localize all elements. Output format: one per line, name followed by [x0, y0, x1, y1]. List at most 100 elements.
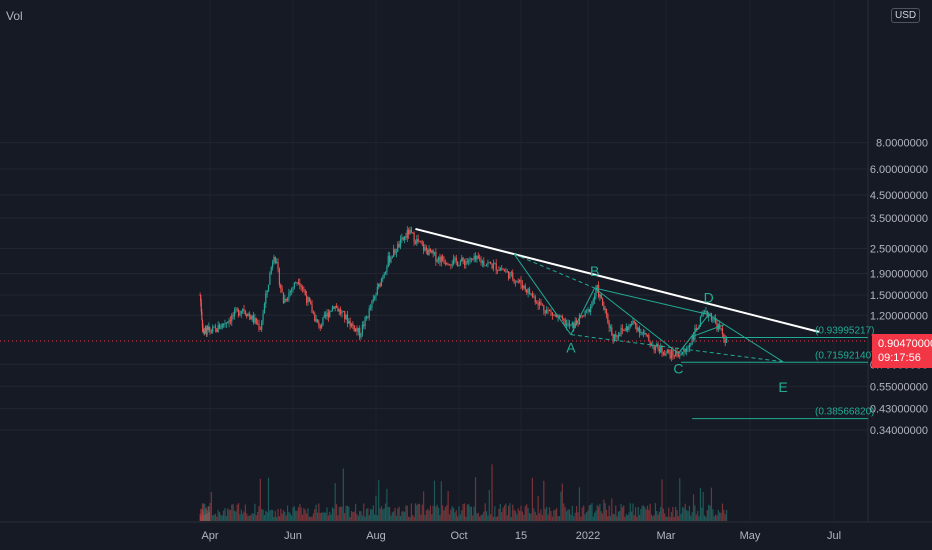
volume-bar: [645, 509, 647, 521]
candle-body: [338, 309, 340, 312]
candle-body: [435, 252, 437, 262]
volume-bar: [465, 516, 467, 521]
candle-body: [473, 256, 475, 260]
volume-bar: [502, 507, 504, 521]
candle-body: [588, 308, 590, 313]
volume-bar: [608, 505, 610, 521]
volume-bar: [259, 478, 261, 521]
wave-label-d: D: [704, 290, 714, 306]
candle-body: [512, 272, 514, 279]
volume-bar: [255, 515, 257, 521]
volume-bar: [345, 505, 347, 521]
volume-bar: [206, 510, 208, 521]
candle-body: [646, 334, 649, 336]
candle-body: [477, 256, 479, 259]
candle-body: [344, 311, 346, 320]
volume-bar: [637, 507, 639, 521]
candle-body: [664, 354, 666, 356]
volume-bar: [488, 489, 490, 521]
volume-bar: [494, 506, 496, 521]
wave-line-b-c: [594, 287, 679, 354]
candle-body: [531, 293, 534, 297]
candle-body: [452, 258, 455, 265]
candle-body: [703, 311, 706, 313]
y-tick-label: 2.50000000: [870, 244, 928, 256]
candle-body: [398, 244, 400, 248]
volume-bar: [687, 511, 689, 521]
volume-bar: [624, 516, 626, 521]
volume-bar: [477, 512, 479, 521]
candle-body: [315, 319, 317, 322]
currency-badge[interactable]: USD: [891, 8, 921, 23]
candle-body: [680, 353, 682, 356]
candle-body: [240, 310, 242, 314]
volume-bar: [709, 505, 711, 521]
candle-body: [621, 328, 623, 330]
volume-bar: [640, 509, 642, 521]
candle-body: [584, 310, 586, 316]
volume-bar: [470, 506, 472, 521]
volume-bar: [205, 513, 207, 521]
candle-body: [670, 350, 673, 359]
volume-bar: [311, 516, 313, 521]
volume-bar: [553, 510, 555, 521]
volume-bar: [599, 503, 601, 521]
candle-body: [303, 288, 305, 291]
candle-body: [708, 315, 710, 318]
candle-body: [252, 315, 255, 323]
candle-body: [714, 318, 717, 322]
candle-body: [568, 323, 571, 327]
volume-bar: [613, 514, 616, 521]
candle-body: [258, 323, 260, 330]
volume-bar: [526, 504, 528, 521]
candle-body: [619, 335, 621, 337]
candle-body: [447, 264, 449, 266]
candle-body: [521, 284, 524, 289]
volume-bar: [212, 515, 214, 521]
candle-body: [361, 324, 363, 334]
candle-body: [686, 348, 688, 352]
candle-body: [348, 321, 350, 324]
candle-body: [573, 322, 575, 329]
y-tick-label: 6.00000000: [870, 164, 928, 176]
volume-bar: [474, 477, 477, 521]
volume-bar: [603, 499, 605, 521]
volume-bar: [648, 509, 650, 521]
candle-body: [613, 334, 616, 341]
volume-bar: [266, 512, 268, 521]
volume-bar: [276, 516, 278, 521]
candle-body: [503, 269, 506, 272]
volume-bar: [409, 516, 411, 521]
candle-body: [397, 244, 399, 252]
volume-bar: [346, 505, 349, 521]
volume-bar: [429, 505, 432, 521]
volume-bar: [325, 512, 327, 521]
volume-bar: [231, 504, 233, 521]
volume-bar: [323, 512, 325, 521]
volume-bar: [413, 516, 415, 521]
candles: [199, 226, 728, 362]
volume-bar: [232, 504, 234, 521]
volume-bar: [201, 509, 203, 521]
candle-body: [201, 311, 203, 320]
candle-body: [637, 327, 639, 331]
volume-bar: [334, 483, 336, 521]
volume-bar: [349, 516, 351, 521]
candle-body: [223, 323, 225, 325]
candle-body: [508, 271, 510, 279]
volume-bar: [205, 507, 208, 521]
candle-body: [325, 314, 327, 317]
volume-bar: [644, 507, 646, 521]
volume-bar: [444, 507, 446, 521]
volume-bar: [698, 516, 700, 521]
candle-body: [205, 328, 207, 329]
candle-body: [322, 317, 324, 325]
candle-body: [459, 261, 461, 266]
volume-bar: [505, 503, 507, 521]
volume-bar: [461, 510, 463, 521]
candle-body: [329, 311, 331, 318]
y-tick-label: 1.90000000: [870, 268, 928, 280]
candle-body: [386, 266, 388, 273]
volume-bar: [447, 491, 449, 521]
